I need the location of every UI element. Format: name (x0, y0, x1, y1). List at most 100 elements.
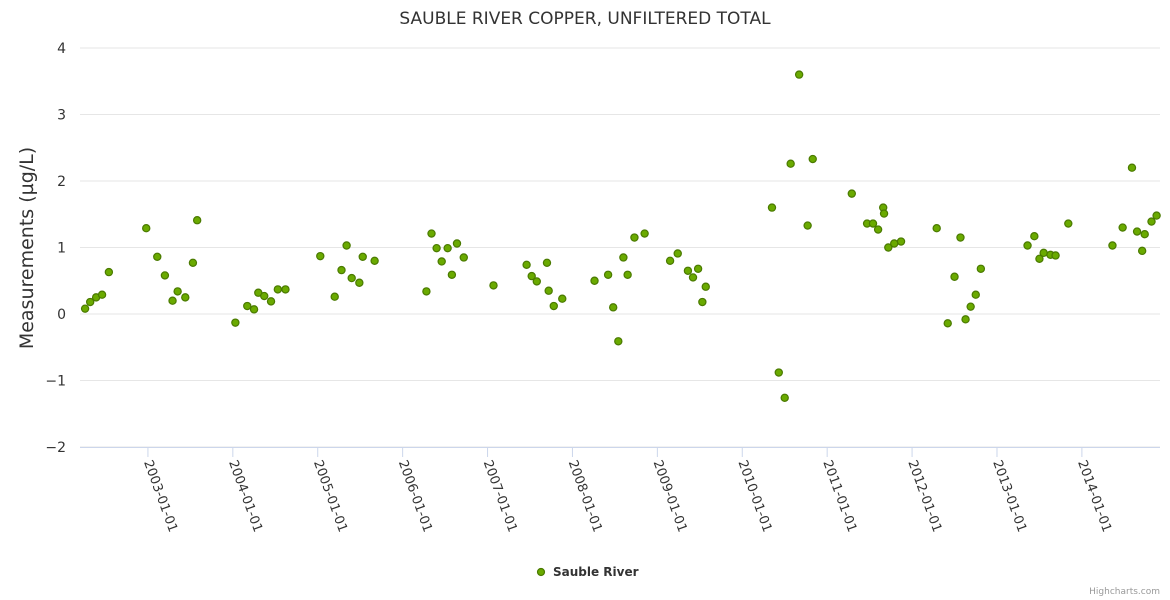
data-point[interactable] (701, 282, 710, 291)
data-point[interactable] (168, 296, 177, 305)
data-point[interactable] (1140, 229, 1149, 239)
data-point[interactable] (603, 270, 613, 279)
data-point[interactable] (85, 297, 95, 307)
data-point[interactable] (847, 189, 856, 198)
data-point[interactable] (522, 260, 531, 269)
credits-link[interactable]: Highcharts.com (1089, 587, 1160, 597)
data-point[interactable] (447, 270, 457, 279)
data-point[interactable] (868, 219, 878, 228)
data-point[interactable] (1051, 251, 1060, 260)
data-point[interactable] (273, 285, 283, 294)
data-point[interactable] (623, 270, 632, 279)
data-point[interactable] (558, 294, 567, 303)
data-point[interactable] (330, 292, 339, 301)
data-point[interactable] (879, 209, 889, 218)
data-point[interactable] (943, 319, 952, 328)
data-point[interactable] (489, 281, 498, 290)
data-point[interactable] (337, 265, 346, 275)
data-point[interactable] (665, 256, 675, 265)
data-point[interactable] (422, 287, 431, 296)
data-point[interactable] (950, 272, 959, 281)
data-point[interactable] (786, 159, 795, 168)
data-point[interactable] (1030, 231, 1039, 241)
data-point[interactable] (803, 221, 812, 230)
data-point[interactable] (342, 241, 351, 250)
data-point[interactable] (437, 257, 446, 266)
data-point[interactable] (966, 302, 975, 311)
data-point[interactable] (542, 258, 552, 267)
data-point[interactable] (188, 258, 198, 267)
data-point[interactable] (153, 252, 162, 262)
data-point[interactable] (896, 237, 906, 246)
data-point[interactable] (890, 239, 899, 248)
data-point[interactable] (932, 224, 941, 233)
data-point[interactable] (266, 297, 276, 306)
data-point[interactable] (609, 303, 618, 312)
data-point[interactable] (698, 297, 707, 307)
data-point[interactable] (358, 252, 367, 262)
data-point[interactable] (971, 290, 980, 299)
data-point[interactable] (459, 253, 468, 262)
data-point[interactable] (142, 224, 151, 233)
data-point[interactable] (683, 266, 693, 275)
data-point[interactable] (231, 318, 240, 327)
data-point[interactable] (544, 286, 553, 295)
data-point[interactable] (452, 239, 462, 248)
data-point[interactable] (1108, 241, 1117, 250)
data-point[interactable] (432, 243, 441, 253)
data-point[interactable] (192, 216, 202, 225)
data-point[interactable] (347, 273, 356, 283)
data-point[interactable] (873, 225, 883, 234)
data-point[interactable] (181, 293, 190, 302)
data-point[interactable] (693, 264, 703, 273)
x-tick-label: 2003-01-01 (140, 458, 180, 534)
data-point[interactable] (956, 233, 965, 242)
data-point[interactable] (640, 229, 649, 238)
data-point[interactable] (1118, 223, 1127, 232)
data-point[interactable] (80, 304, 90, 313)
data-point[interactable] (243, 301, 252, 311)
data-point[interactable] (173, 287, 182, 296)
data-point[interactable] (97, 290, 107, 299)
data-point[interactable] (316, 251, 325, 261)
data-point[interactable] (1023, 241, 1032, 250)
data-point[interactable] (673, 249, 682, 258)
data-point[interactable] (630, 233, 639, 242)
data-point[interactable] (443, 243, 452, 253)
data-point[interactable] (104, 267, 114, 277)
data-point[interactable] (619, 253, 628, 262)
data-point[interactable] (1137, 246, 1147, 256)
legend-label: Sauble River (553, 565, 639, 579)
data-point[interactable] (1132, 227, 1142, 236)
data-point[interactable] (355, 278, 364, 287)
data-point[interactable] (249, 305, 259, 314)
data-point[interactable] (260, 291, 269, 301)
data-point[interactable] (884, 243, 893, 252)
data-point[interactable] (427, 229, 436, 238)
data-point[interactable] (281, 285, 290, 294)
y-tick-label: −1 (45, 374, 66, 390)
data-point[interactable] (774, 368, 783, 377)
data-point[interactable] (370, 256, 379, 265)
data-point[interactable] (961, 315, 970, 324)
data-point[interactable] (1064, 219, 1073, 228)
data-point[interactable] (590, 276, 599, 285)
data-point[interactable] (1035, 254, 1044, 264)
data-point[interactable] (794, 70, 804, 79)
data-point[interactable] (688, 273, 698, 282)
data-point[interactable] (1152, 211, 1161, 220)
data-point[interactable] (614, 337, 623, 346)
data-point[interactable] (527, 271, 536, 281)
data-point[interactable] (767, 203, 777, 212)
data-point[interactable] (1147, 217, 1156, 226)
data-point[interactable] (1127, 163, 1137, 172)
data-point[interactable] (549, 301, 558, 311)
data-point[interactable] (976, 264, 986, 273)
data-point[interactable] (160, 271, 170, 280)
data-point[interactable] (532, 277, 541, 286)
data-point[interactable] (808, 154, 817, 164)
legend[interactable]: Sauble River (536, 565, 639, 579)
data-point[interactable] (1039, 248, 1048, 258)
data-point[interactable] (780, 393, 789, 402)
